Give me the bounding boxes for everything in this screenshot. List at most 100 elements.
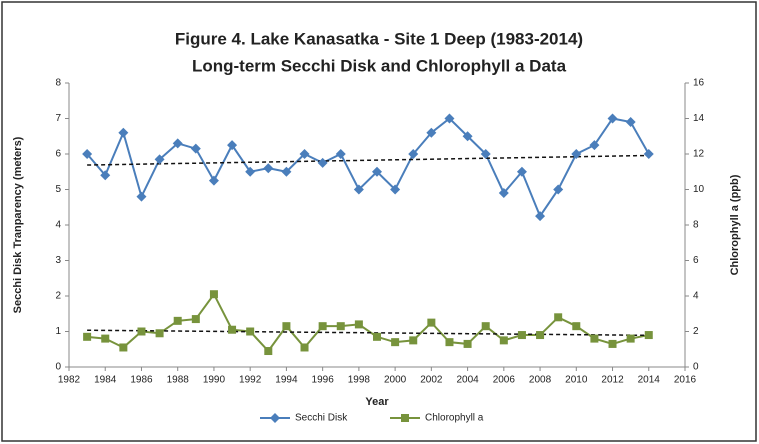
data-point (228, 325, 237, 334)
data-point (82, 149, 93, 159)
data-point (335, 149, 346, 159)
data-point (463, 339, 472, 348)
x-tick-label: 2002 (420, 375, 443, 386)
data-point (172, 138, 183, 149)
data-point (462, 131, 473, 142)
data-point (209, 290, 218, 299)
data-point (191, 315, 200, 324)
y-tick-label: 3 (55, 255, 61, 266)
y2-tick-label: 6 (693, 255, 699, 266)
data-point (590, 334, 599, 343)
data-point (535, 211, 546, 222)
data-point (83, 332, 92, 341)
legend-marker (270, 413, 280, 423)
y-tick-label: 7 (55, 113, 61, 124)
data-point (608, 339, 617, 348)
data-point (100, 170, 111, 181)
data-point (264, 347, 273, 356)
y2-tick-label: 12 (693, 149, 705, 160)
data-point (155, 329, 164, 338)
data-point (299, 149, 310, 159)
x-tick-label: 1992 (239, 375, 262, 386)
data-point (119, 343, 128, 352)
y2-tick-label: 14 (693, 113, 705, 124)
x-tick-label: 2014 (638, 375, 661, 386)
x-tick-label: 2004 (456, 375, 479, 386)
data-point (282, 322, 291, 331)
data-point (318, 322, 327, 331)
data-point (571, 149, 582, 159)
x-tick-label: 1990 (203, 375, 226, 386)
y-tick-label: 0 (55, 362, 61, 373)
x-tick-label: 2000 (384, 375, 407, 386)
data-point (644, 331, 653, 340)
x-tick-label: 1988 (167, 375, 190, 386)
x-axis-label: Year (365, 396, 389, 408)
data-point (391, 338, 400, 347)
data-point (354, 320, 363, 329)
data-point (480, 149, 491, 159)
chart-subtitle: Long-term Secchi Disk and Chlorophyll a … (192, 56, 567, 75)
data-point (281, 166, 292, 177)
data-point (572, 322, 581, 331)
y-tick-label: 1 (55, 326, 61, 337)
legend-label: Chlorophyll a (425, 413, 484, 424)
data-point (137, 327, 146, 336)
data-point (208, 175, 219, 186)
y-tick-label: 5 (55, 184, 61, 195)
data-point (227, 140, 238, 151)
data-point (517, 331, 526, 340)
y-tick-label: 2 (55, 291, 61, 302)
y2-axis-label: Chlorophyll a (ppb) (729, 174, 741, 275)
data-point (409, 336, 418, 345)
y-tick-label: 6 (55, 149, 61, 160)
x-tick-label: 1984 (94, 375, 117, 386)
data-point (245, 166, 256, 177)
data-point (300, 343, 309, 352)
data-point (353, 184, 364, 195)
data-point (101, 334, 110, 343)
y-axis-label: Secchi Disk Tranparency (meters) (12, 136, 24, 313)
data-point (190, 143, 201, 154)
data-point (118, 127, 129, 138)
data-point (607, 113, 618, 124)
x-tick-label: 2016 (674, 375, 697, 386)
x-tick-label: 2006 (493, 375, 516, 386)
data-point (445, 338, 454, 347)
legend-marker (401, 414, 409, 422)
x-tick-label: 1998 (348, 375, 371, 386)
data-point (643, 149, 654, 159)
legend-label: Secchi Disk (295, 413, 348, 424)
x-tick-label: 2008 (529, 375, 552, 386)
x-tick-label: 1996 (312, 375, 335, 386)
y2-tick-label: 8 (693, 220, 699, 231)
data-point (154, 154, 165, 165)
y2-tick-label: 4 (693, 291, 699, 302)
x-tick-label: 2012 (601, 375, 624, 386)
y2-tick-label: 10 (693, 184, 705, 195)
data-point (263, 163, 274, 174)
data-point (136, 191, 147, 202)
trendline (87, 154, 649, 166)
data-point (336, 322, 345, 331)
data-point (426, 127, 437, 138)
data-point (427, 318, 436, 327)
data-point (246, 327, 255, 336)
data-point (444, 113, 455, 124)
data-point (536, 331, 545, 340)
data-point (372, 166, 382, 177)
data-point (499, 336, 508, 345)
data-point (626, 334, 635, 343)
data-point (589, 140, 600, 151)
x-tick-label: 2010 (565, 375, 588, 386)
data-point (173, 316, 182, 325)
data-point (516, 166, 527, 177)
data-point (554, 313, 563, 322)
y-tick-label: 8 (55, 78, 61, 89)
x-tick-label: 1994 (275, 375, 298, 386)
data-point (390, 184, 401, 195)
trendline (87, 329, 649, 337)
x-tick-label: 1986 (130, 375, 153, 386)
